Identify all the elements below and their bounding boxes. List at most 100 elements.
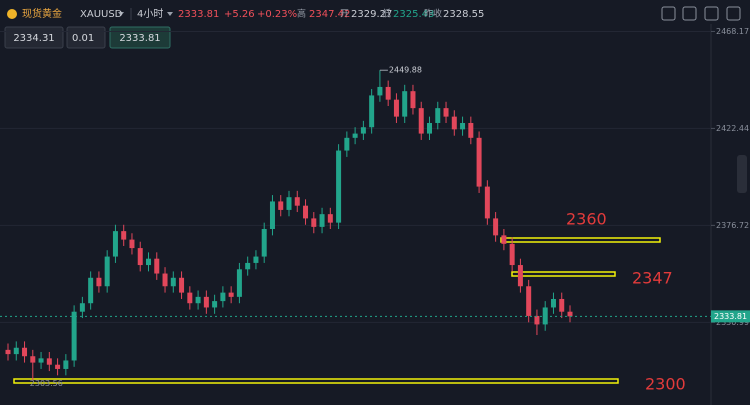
annotation: 2347 bbox=[632, 269, 673, 288]
candle-body bbox=[104, 256, 110, 287]
candle-body bbox=[484, 186, 490, 219]
low-marker: 2303.56 bbox=[30, 379, 63, 388]
candle-body bbox=[121, 231, 127, 240]
candle-body bbox=[311, 218, 317, 227]
header-item: 2325.43 bbox=[393, 9, 434, 20]
candle-body bbox=[526, 286, 532, 316]
annotation: 2360 bbox=[566, 210, 607, 229]
buy-box[interactable] bbox=[109, 26, 171, 49]
candle-body bbox=[451, 116, 457, 130]
sell-box[interactable] bbox=[4, 26, 64, 49]
candle-body bbox=[377, 86, 383, 96]
candle-body bbox=[286, 197, 292, 210]
candle-body bbox=[534, 315, 540, 325]
candle-body bbox=[278, 201, 284, 210]
header-item: 2347.42 bbox=[309, 9, 350, 20]
candle-body bbox=[550, 298, 556, 308]
candle-body bbox=[509, 243, 515, 266]
candle-body bbox=[294, 197, 300, 206]
dropdown-icon[interactable] bbox=[118, 12, 124, 16]
candle-body bbox=[79, 303, 85, 312]
header-item: 低 bbox=[382, 8, 391, 20]
dropdown-icon[interactable] bbox=[167, 12, 173, 16]
header-item: 高 bbox=[297, 8, 306, 20]
candle-body bbox=[468, 122, 474, 138]
candle-body bbox=[517, 265, 523, 287]
candle-body bbox=[418, 108, 424, 134]
sell-price: 2334.31 bbox=[13, 33, 54, 44]
symbol-icon bbox=[7, 9, 17, 19]
candle-body bbox=[336, 150, 342, 223]
header-item: 2333.81 bbox=[178, 9, 219, 20]
candle-body bbox=[443, 108, 449, 117]
candle-body bbox=[393, 99, 399, 117]
high-marker: 2449.88 bbox=[389, 66, 422, 75]
candle-body bbox=[220, 292, 226, 302]
lots-box[interactable] bbox=[66, 26, 106, 49]
side-tab[interactable] bbox=[737, 155, 747, 193]
candle-body bbox=[476, 137, 482, 187]
candle-body bbox=[154, 258, 160, 274]
lots: 0.01 bbox=[72, 33, 94, 44]
header-item: +0.23% bbox=[257, 9, 297, 20]
candle-body bbox=[352, 133, 358, 138]
candle-body bbox=[427, 122, 432, 134]
tool-button[interactable] bbox=[661, 6, 676, 21]
candle-body bbox=[46, 358, 52, 365]
candle-body bbox=[5, 349, 11, 355]
candle-body bbox=[129, 239, 135, 249]
candle-body bbox=[55, 364, 61, 369]
header-item: +5.26 bbox=[224, 9, 255, 20]
level-box bbox=[13, 378, 619, 384]
tool-button[interactable] bbox=[704, 6, 719, 21]
candle-body bbox=[112, 231, 118, 257]
candle-body bbox=[38, 358, 44, 363]
header-item: 开 bbox=[340, 9, 349, 20]
header-item: 昨收 bbox=[424, 8, 442, 20]
header-item: 2329.27 bbox=[351, 9, 392, 20]
y-tick-label: 2422.44 bbox=[716, 124, 749, 133]
candle-body bbox=[96, 277, 102, 287]
candle-body bbox=[261, 229, 267, 257]
candle-body bbox=[179, 277, 185, 293]
candle-body bbox=[253, 256, 259, 263]
candle-body bbox=[22, 347, 28, 357]
candle-body bbox=[344, 137, 350, 151]
candle-body bbox=[385, 86, 391, 100]
candle-body bbox=[493, 218, 499, 236]
candle-body bbox=[13, 347, 19, 355]
candle-body bbox=[71, 311, 77, 361]
candle-body bbox=[63, 360, 69, 369]
buy-price: 2333.81 bbox=[119, 33, 160, 44]
candle-body bbox=[559, 298, 565, 312]
candle-body bbox=[303, 205, 309, 219]
candle-body bbox=[567, 311, 573, 317]
candle-body bbox=[327, 214, 333, 223]
level-box bbox=[511, 271, 616, 277]
candle-body bbox=[170, 277, 176, 287]
candle-body bbox=[195, 296, 201, 304]
candle-body bbox=[212, 301, 218, 308]
candle-body bbox=[162, 273, 168, 287]
tool-button[interactable] bbox=[726, 6, 741, 21]
candle-body bbox=[88, 277, 94, 304]
candle-body bbox=[137, 248, 143, 266]
candle-body bbox=[236, 269, 242, 297]
candle-body bbox=[319, 214, 325, 227]
candle-body bbox=[203, 296, 209, 308]
header-item: 现货黄金 bbox=[22, 7, 62, 20]
candle-body bbox=[369, 95, 375, 128]
candle-body bbox=[360, 127, 366, 134]
tool-button[interactable] bbox=[682, 6, 697, 21]
current-price-box bbox=[711, 310, 750, 323]
candle-body bbox=[30, 356, 36, 363]
candle-body bbox=[402, 91, 408, 117]
header-item: XAUUSD bbox=[80, 9, 123, 20]
candle-body bbox=[460, 122, 466, 130]
current-price-label: 2333.81 bbox=[714, 312, 747, 321]
y-tick-label: 2468.17 bbox=[716, 27, 749, 36]
candle-body bbox=[245, 262, 251, 270]
